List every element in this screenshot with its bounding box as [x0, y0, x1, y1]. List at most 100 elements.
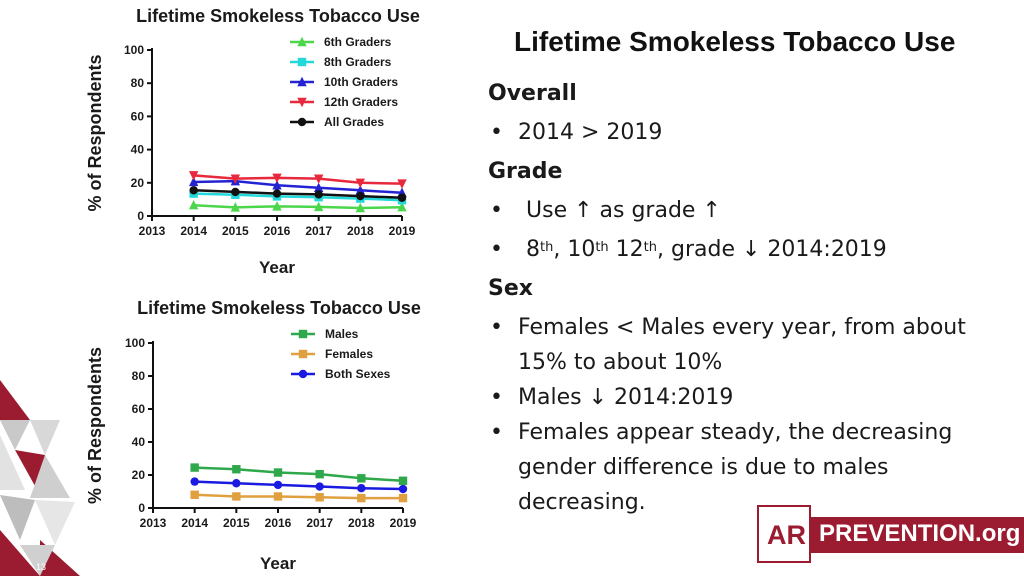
- grade-trend-sup: th: [595, 240, 609, 255]
- grade-trend-part: 12: [608, 237, 644, 262]
- data-point: [232, 465, 241, 474]
- data-point: [315, 482, 324, 491]
- series-line: [194, 480, 404, 491]
- data-point: [357, 484, 366, 493]
- legend-label: Both Sexes: [325, 367, 391, 381]
- legend-marker: [297, 76, 307, 87]
- data-point: [356, 191, 365, 201]
- data-point: [357, 474, 366, 483]
- x-tick-label: 2018: [348, 516, 375, 530]
- series-males: [190, 463, 408, 485]
- series-line: [194, 466, 404, 483]
- chart-grade: Lifetime Smokeless Tobacco Use 0 20 40 60 80 1…: [0, 0, 470, 290]
- x-tick-label: 2016: [265, 516, 292, 530]
- grade-heading: Grade: [488, 159, 563, 184]
- legend-label: 8th Graders: [324, 55, 392, 69]
- data-point: [190, 463, 199, 472]
- legend-marker: [297, 57, 307, 67]
- legend-marker: [297, 36, 307, 47]
- data-point: [397, 193, 407, 202]
- y-tick-label: 0: [137, 209, 144, 223]
- data-point: [273, 480, 283, 490]
- x-tick-label: 2019: [389, 224, 416, 238]
- legend-item: Females: [291, 347, 373, 361]
- ar-prevention-logo: PREVENTION.org AR: [757, 505, 1024, 563]
- legend-marker: [298, 369, 308, 379]
- legend-marker: [298, 329, 308, 339]
- data-point: [313, 182, 324, 192]
- logo-state-shape: AR: [757, 505, 811, 563]
- x-tick-label: 2015: [223, 516, 250, 530]
- x-tick-label: 2018: [347, 224, 374, 238]
- grade-trend-sup: th: [643, 240, 658, 255]
- data-point: [313, 201, 324, 212]
- y-tick-label: 80: [132, 369, 146, 383]
- legend-item: 10th Graders: [290, 75, 398, 89]
- data-point: [357, 493, 366, 503]
- sex-bullet-compare: Females < Males every year, from about 1…: [488, 310, 1018, 380]
- data-point: [232, 479, 241, 488]
- y-tick-label: 0: [138, 501, 145, 515]
- data-point: [273, 468, 283, 477]
- y-tick-label: 40: [131, 143, 145, 157]
- legend-item: All Grades: [290, 115, 384, 129]
- series-line: [193, 189, 403, 199]
- data-point: [355, 178, 366, 188]
- legend-item: Males: [291, 327, 359, 341]
- y-tick-label: 60: [131, 109, 145, 123]
- x-tick-label: 2017: [305, 224, 332, 238]
- overall-bullet: 2014 > 2019: [488, 115, 1018, 154]
- y-axis-label: % of Respondents: [85, 54, 105, 211]
- grade-trend-sup: th: [540, 240, 554, 255]
- data-point: [315, 469, 324, 479]
- overall-heading: Overall: [488, 81, 577, 106]
- data-point: [397, 179, 407, 189]
- y-tick-label: 20: [132, 468, 146, 482]
- slide-title: Lifetime Smokeless Tobacco Use: [514, 26, 956, 57]
- series-both-sexes: [190, 477, 408, 494]
- chart-title: Lifetime Smokeless Tobacco Use: [137, 298, 421, 318]
- chart-svg: Lifetime Smokeless Tobacco Use 0 20 40 60 80 1…: [85, 6, 420, 277]
- x-tick-label: 2017: [306, 516, 333, 530]
- sex-heading: Sex: [488, 276, 533, 301]
- logo-ar-text: AR: [767, 520, 806, 550]
- data-point: [273, 492, 283, 501]
- legend-item: Both Sexes: [291, 367, 391, 381]
- y-tick-label: 20: [131, 176, 145, 190]
- x-tick-label: 2014: [181, 516, 208, 530]
- data-point: [397, 202, 407, 212]
- y-tick-label: 100: [124, 43, 144, 57]
- legend-label: Females: [325, 347, 373, 361]
- series-6th-graders: [188, 200, 407, 213]
- data-point: [231, 187, 240, 197]
- grade-bullet-trend: 8th, 10th 12th, grade ↓ 2014:2019: [488, 232, 1018, 271]
- data-point: [398, 476, 408, 485]
- chart-title: Lifetime Smokeless Tobacco Use: [136, 6, 420, 26]
- data-point: [315, 493, 324, 502]
- data-point: [313, 174, 324, 184]
- data-point: [398, 484, 408, 494]
- y-tick-label: 100: [125, 336, 145, 350]
- series-line: [193, 203, 403, 210]
- x-tick-label: 2013: [139, 224, 166, 238]
- legend-label: 6th Graders: [324, 35, 392, 49]
- sex-bullet-females: Females appear steady, the decreasing ge…: [488, 415, 1018, 520]
- series-line: [193, 192, 403, 202]
- legend-label: 10th Graders: [324, 75, 398, 89]
- chart-sex: Lifetime Smokeless Tobacco Use 0 20 40 60 80 1…: [0, 290, 470, 576]
- x-tick-label: 2016: [264, 224, 291, 238]
- y-tick-label: 60: [132, 402, 146, 416]
- legend-item: 12th Graders: [290, 95, 398, 109]
- data-point: [272, 189, 282, 198]
- x-axis-label: Year: [260, 554, 296, 573]
- y-tick-label: 40: [132, 435, 146, 449]
- data-point: [230, 174, 241, 184]
- data-point: [190, 477, 199, 486]
- series-line: [193, 174, 403, 185]
- x-tick-label: 2015: [222, 224, 249, 238]
- grade-trend-part: 8: [526, 237, 540, 262]
- legend-marker: [297, 117, 307, 127]
- series-females: [190, 490, 408, 503]
- x-axis-label: Year: [259, 258, 295, 277]
- data-point: [189, 186, 198, 195]
